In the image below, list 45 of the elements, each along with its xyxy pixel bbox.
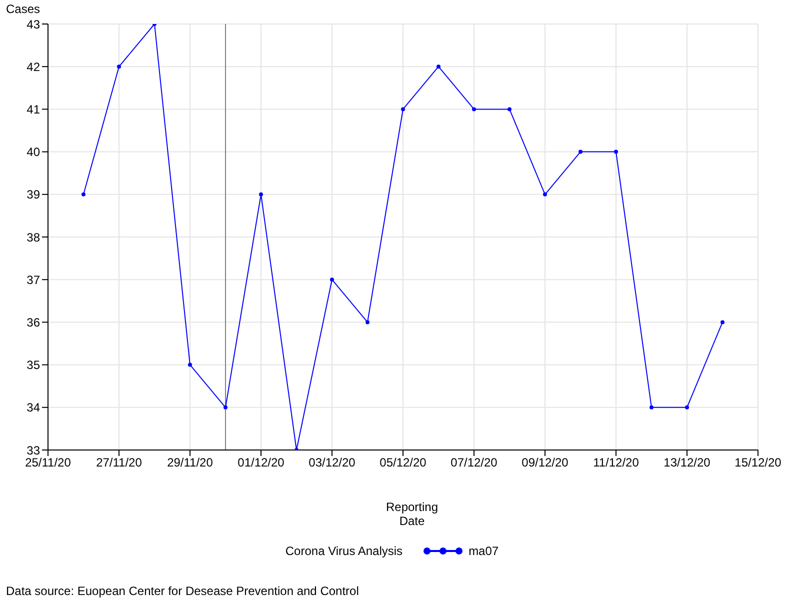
x-tick-label: 09/12/20 [522,456,569,470]
x-tick-label: 11/12/20 [593,456,640,470]
point [188,362,192,367]
y-tick-label: 34 [26,400,40,415]
x-tick-label: 01/12/20 [238,456,285,470]
x-tick-label: 05/12/20 [380,456,427,470]
point [543,192,547,196]
x-tick-label: 29/11/20 [167,456,214,470]
y-tick-label: 36 [26,315,40,330]
y-axis-title: Cases [6,2,40,16]
y-tick-label: 42 [26,60,40,74]
y-tick-label: 35 [26,358,40,372]
point [472,107,476,112]
x-tick-label: 03/12/20 [308,456,356,470]
y-tick-label: 37 [26,272,40,287]
source-note: Data source: Euopean Center for Desease Prevention and Control [6,584,359,598]
point [117,64,121,69]
x-tick-label: 13/12/20 [664,456,711,470]
point [685,405,689,410]
point [508,107,512,112]
y-tick-label: 38 [26,230,40,244]
y-tick-label: 33 [26,443,40,458]
legend-label: ma07 [468,544,499,558]
x-tick-label: 27/11/20 [96,456,142,470]
point [436,64,440,69]
y-tick-label: 40 [26,145,40,160]
point [720,320,724,324]
legend-title: Corona Virus Analysis [285,544,403,558]
x-tick-label: 15/12/20 [734,456,782,470]
x-tick-label: 07/12/20 [450,456,498,470]
point [578,150,582,154]
point [650,405,654,410]
y-tick-label: 39 [26,188,40,202]
y-tick-label: 41 [26,102,40,116]
point [224,405,228,410]
x-axis-title: Reporting Date [384,500,440,528]
point [401,107,405,112]
x-tick-label: 25/11/20 [25,456,72,470]
point [366,320,370,324]
point [259,192,263,196]
point [614,150,618,154]
y-tick-label: 43 [26,17,40,32]
point [330,278,334,282]
line-series [82,24,724,450]
point [82,192,86,196]
